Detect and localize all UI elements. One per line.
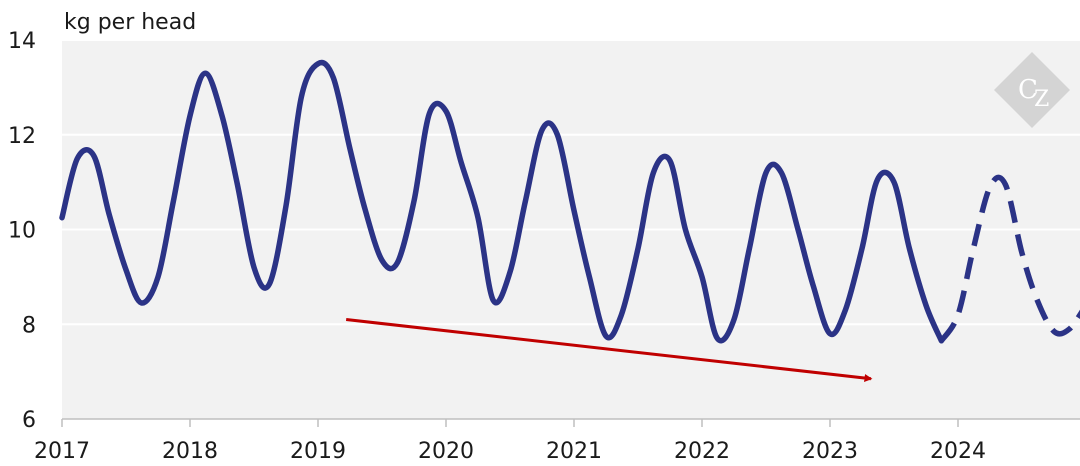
watermark-logo: CZ xyxy=(994,52,1070,128)
gridlines xyxy=(62,39,1080,326)
x-tick-label: 2022 xyxy=(674,439,730,464)
axes: 6 8 10 12 14 2017 2018 2019 2020 2021 2022 2023 2024 xyxy=(8,29,1080,464)
x-tick-label: 2017 xyxy=(34,439,90,464)
series-group xyxy=(59,59,1080,344)
series-line-actual xyxy=(59,59,945,344)
y-tick-label: 10 xyxy=(8,219,36,244)
logo-letter-z: Z xyxy=(1034,87,1049,112)
x-tick-label: 2023 xyxy=(802,439,858,464)
y-tick-label: 12 xyxy=(8,124,36,149)
logo-letter-c: C xyxy=(1018,75,1038,105)
x-tick-label: 2018 xyxy=(162,439,218,464)
x-tick-label: 2024 xyxy=(930,439,986,464)
annotation-group xyxy=(345,318,873,382)
logo-diamond xyxy=(994,52,1070,128)
trend-arrow xyxy=(345,318,873,382)
x-tick-label: 2021 xyxy=(546,439,602,464)
y-tick-label: 8 xyxy=(22,313,36,338)
y-tick-label: 14 xyxy=(8,29,36,54)
series-line-forecast xyxy=(939,174,1080,343)
x-tick-label: 2020 xyxy=(418,439,474,464)
y-axis-label: kg per head xyxy=(64,10,197,35)
y-tick-label: 6 xyxy=(22,408,36,433)
x-tick-label: 2019 xyxy=(290,439,346,464)
